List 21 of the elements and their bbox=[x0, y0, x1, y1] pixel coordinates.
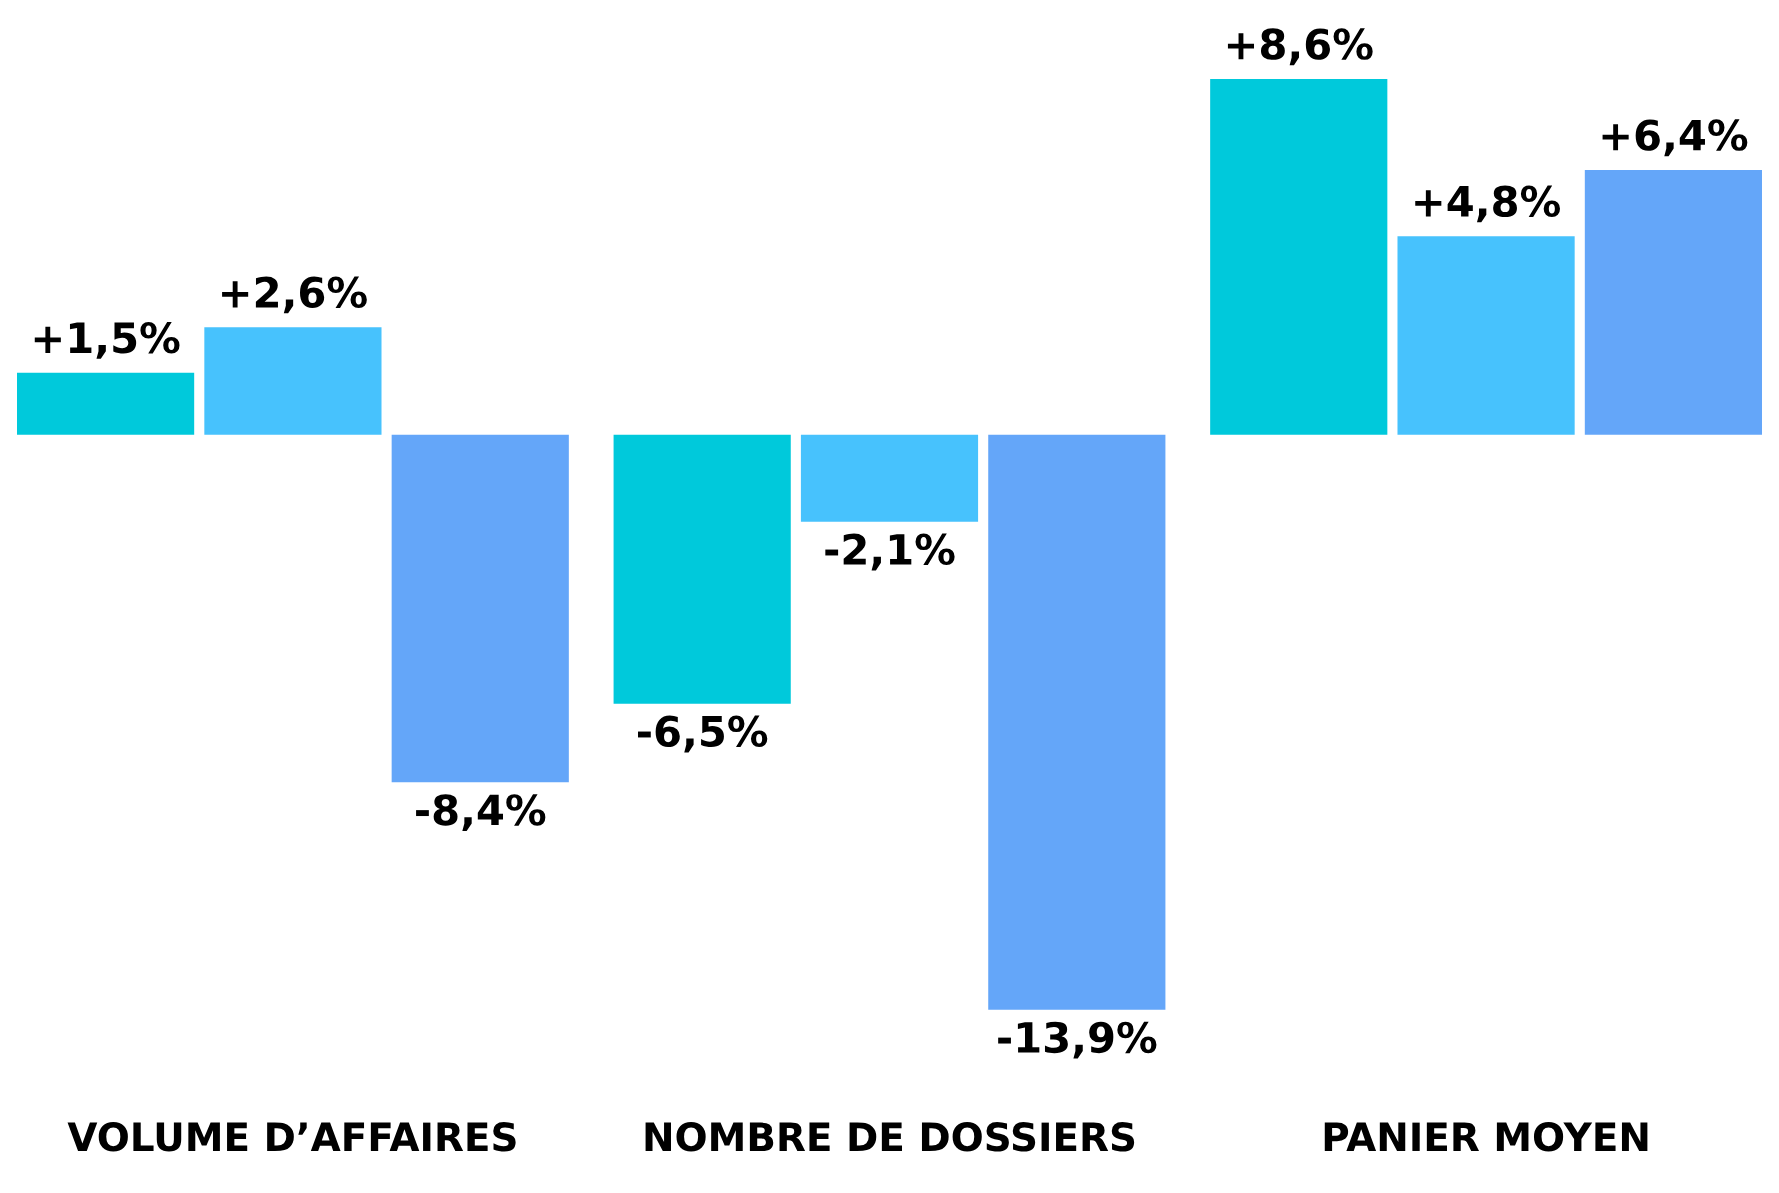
data-label: -13,9% bbox=[998, 1021, 1157, 1059]
bar bbox=[204, 327, 382, 435]
data-label: +4,8% bbox=[1415, 185, 1560, 223]
data-label: +2,6% bbox=[222, 276, 367, 314]
bar bbox=[1210, 79, 1388, 435]
bar bbox=[800, 434, 979, 522]
bar bbox=[391, 434, 569, 783]
data-label: +8,6% bbox=[1227, 28, 1373, 66]
bar bbox=[17, 372, 195, 435]
data-label: -8,4% bbox=[416, 794, 546, 831]
data-label: +1,5% bbox=[34, 322, 180, 359]
bar bbox=[1397, 236, 1575, 435]
bar bbox=[613, 434, 791, 704]
data-label: -2,1% bbox=[825, 533, 955, 571]
bar bbox=[1584, 170, 1762, 435]
x-tick-label: PANIER MOYEN bbox=[1324, 1122, 1648, 1152]
data-label: +6,4% bbox=[1602, 119, 1748, 157]
bar bbox=[988, 434, 1166, 1010]
x-tick-label: VOLUME D’AFFAIRES bbox=[67, 1122, 516, 1152]
data-label: -6,5% bbox=[638, 715, 768, 753]
x-tick-label: NOMBRE DE DOSSIERS bbox=[645, 1122, 1135, 1152]
